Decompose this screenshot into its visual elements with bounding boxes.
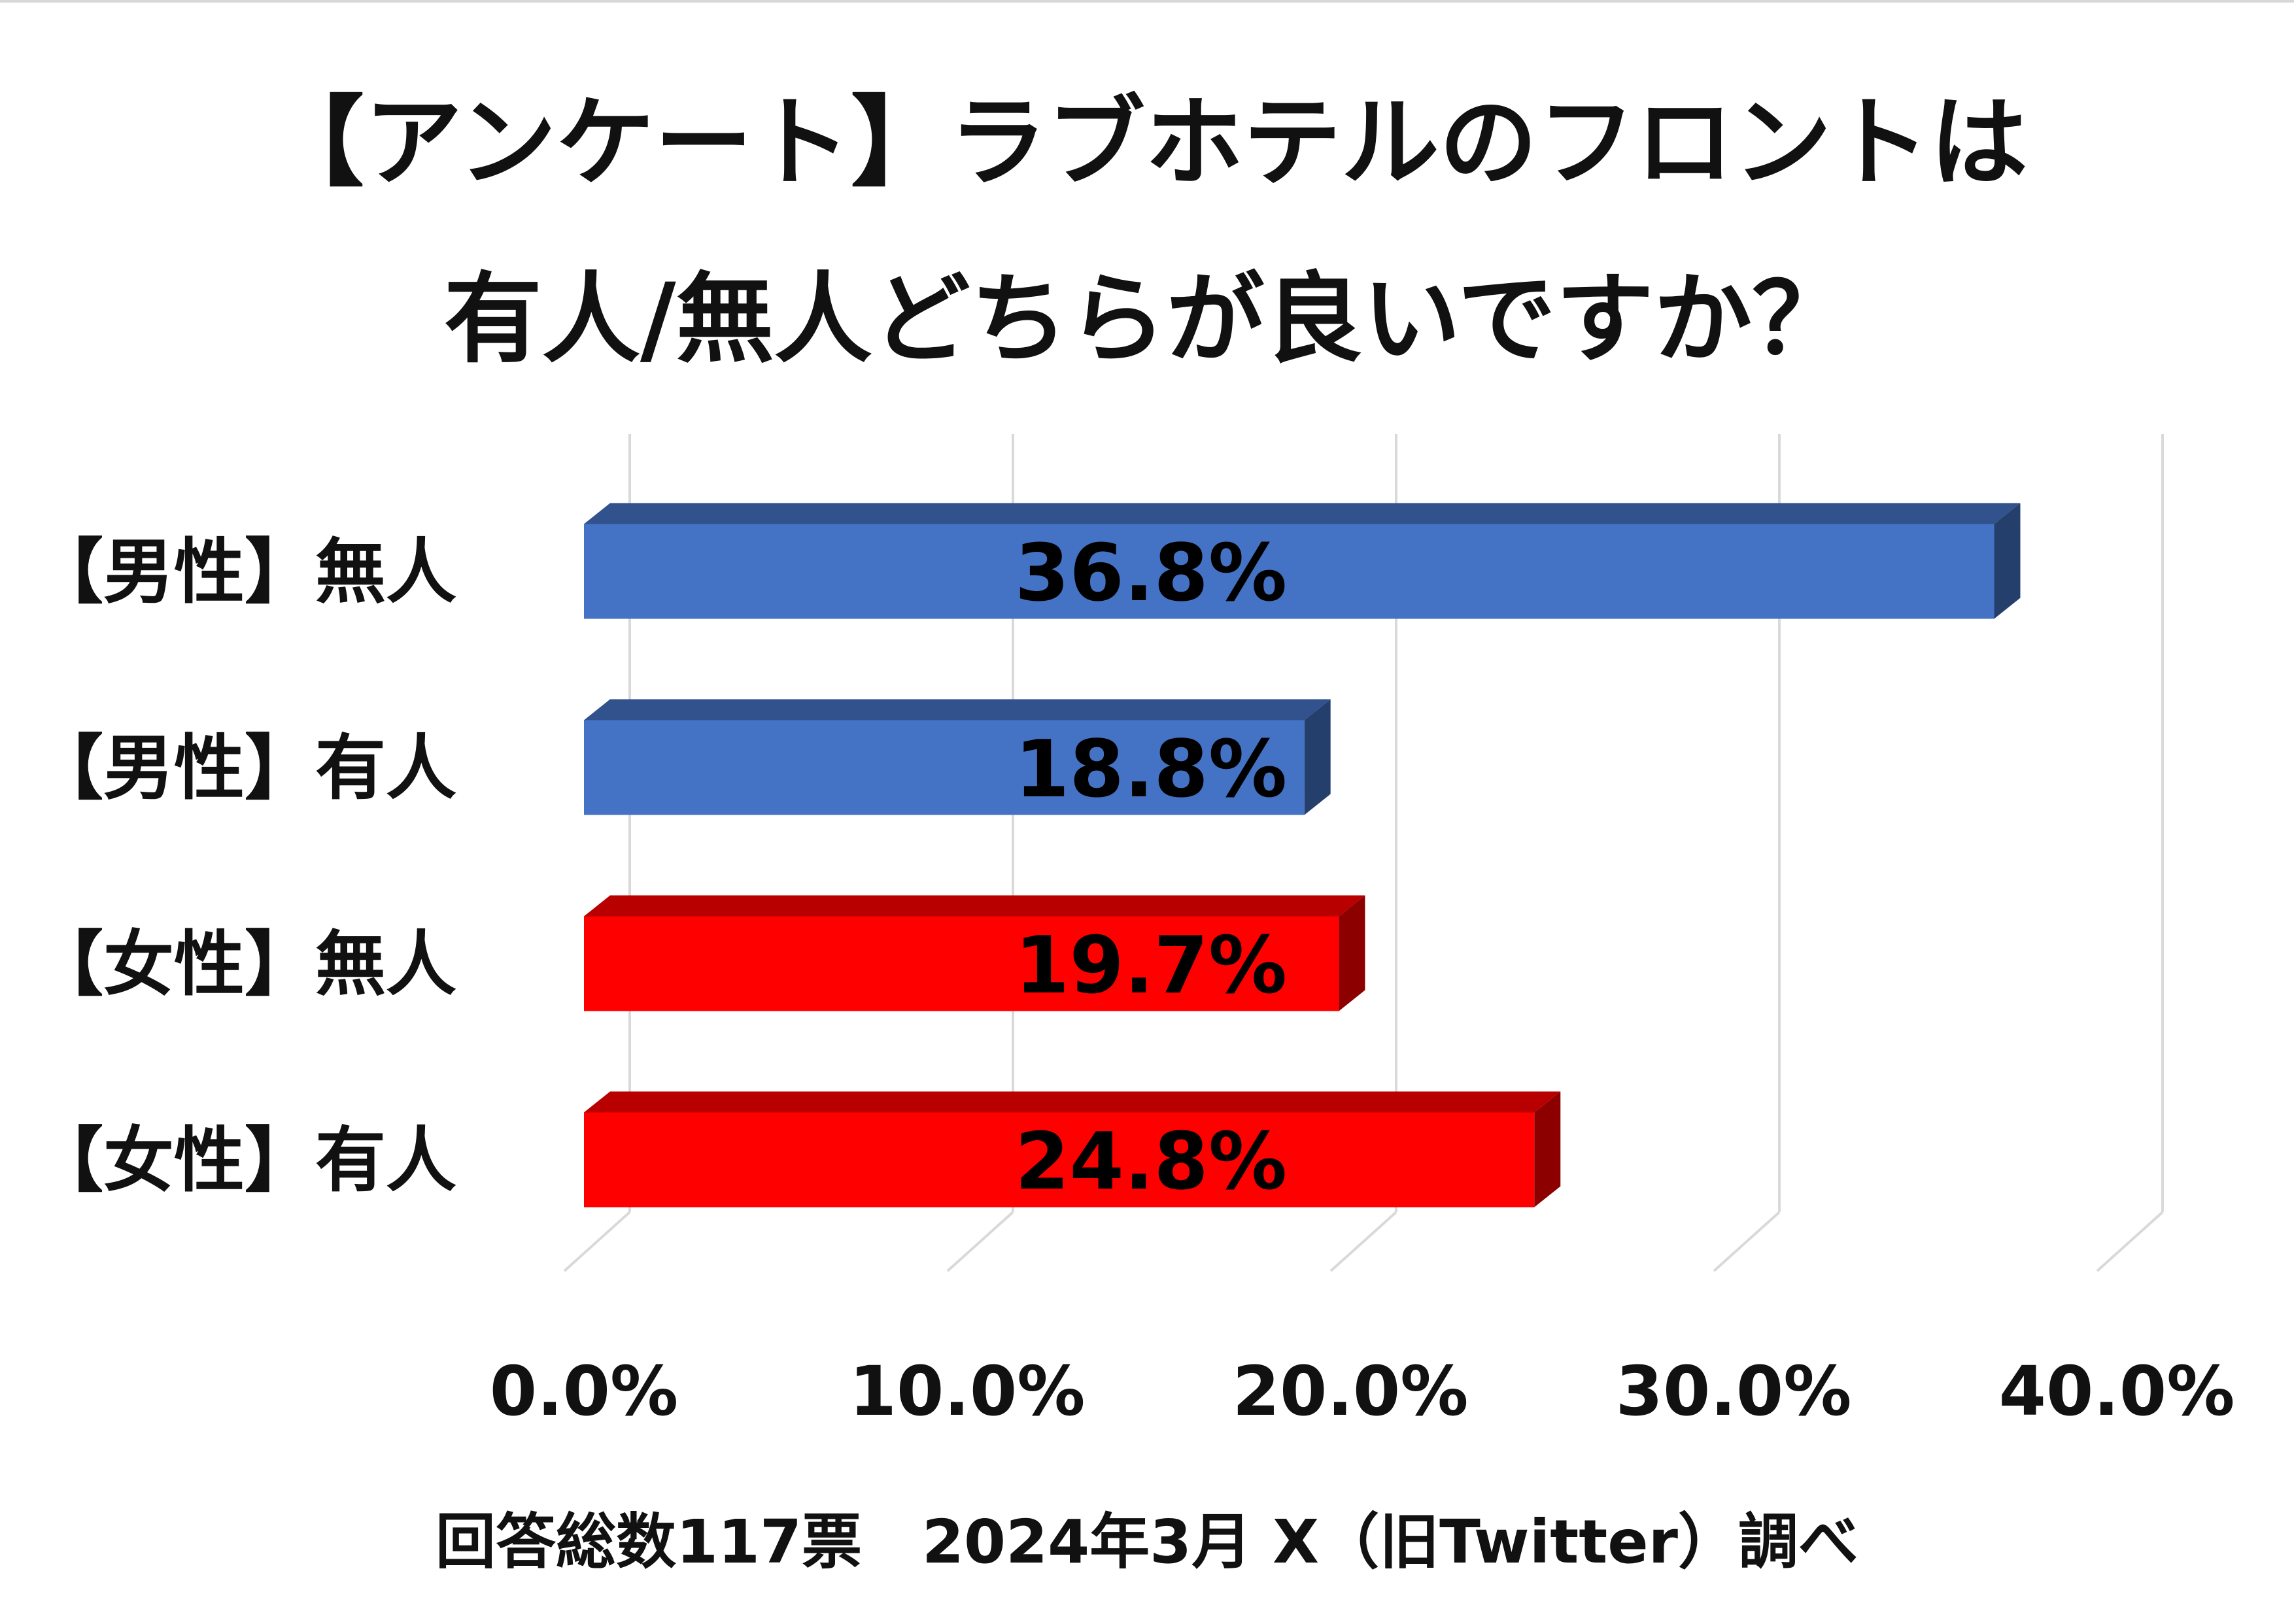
- bar-side-face: [1304, 699, 1331, 815]
- bar-side-face: [1339, 895, 1365, 1011]
- x-tick-label: 40.0%: [1999, 1351, 2235, 1431]
- chart-title-line-1: 【アンケート】ラブホテルのフロントは: [265, 86, 2028, 200]
- bar: [584, 699, 1331, 815]
- gridline-floor: [946, 1211, 1014, 1272]
- chart-title-line-2: 有人/無人どちらが良いですか？: [443, 263, 1851, 377]
- x-tick-label: 0.0%: [490, 1351, 678, 1431]
- bar-top-face: [584, 1091, 1561, 1113]
- category-label: 【男性】無人: [33, 532, 456, 613]
- labels: 0.0% 10.0% 20.0% 30.0% 40.0% 【男性】無人 36.8% 【男性】有…: [33, 528, 2234, 1431]
- category-label: 【女性】無人: [33, 924, 456, 1006]
- data-label: 24.8%: [1015, 1117, 1287, 1208]
- footnote: 回答総数117票 2024年3月 X（旧Twitter）調べ: [436, 1507, 1858, 1577]
- gridline-floor: [1713, 1211, 1781, 1272]
- x-tick-label: 10.0%: [849, 1351, 1086, 1431]
- gridline-floor: [2096, 1211, 2164, 1272]
- bars: [584, 503, 2021, 1208]
- category-label: 【女性】有人: [33, 1120, 456, 1202]
- x-tick-label: 30.0%: [1616, 1351, 1852, 1431]
- bar-side-face: [1534, 1091, 1561, 1208]
- bar-front-face: [584, 916, 1339, 1011]
- bar: [584, 895, 1365, 1011]
- bar-front-face: [584, 1112, 1535, 1208]
- bar-front-face: [584, 524, 1994, 619]
- gridline-floor: [1329, 1211, 1397, 1272]
- data-label: 36.8%: [1015, 528, 1287, 619]
- gridline-floor: [563, 1211, 631, 1272]
- bar-front-face: [584, 720, 1305, 815]
- bar-side-face: [1994, 503, 2021, 619]
- bar-top-face: [584, 503, 2021, 524]
- data-label: 18.8%: [1015, 724, 1287, 815]
- category-label: 【男性】有人: [33, 728, 456, 809]
- bar: [584, 503, 2021, 619]
- bar-chart: 0.0% 10.0% 20.0% 30.0% 40.0% 【男性】無人 36.8% 【男性】有…: [33, 434, 2234, 1431]
- bar-top-face: [584, 699, 1331, 720]
- chart-title: 【アンケート】ラブホテルのフロントは 有人/無人どちらが良いですか？: [0, 55, 2294, 408]
- data-label: 19.7%: [1015, 921, 1287, 1011]
- x-tick-label: 20.0%: [1233, 1351, 1469, 1431]
- bar: [584, 1091, 1561, 1208]
- bar-top-face: [584, 895, 1365, 917]
